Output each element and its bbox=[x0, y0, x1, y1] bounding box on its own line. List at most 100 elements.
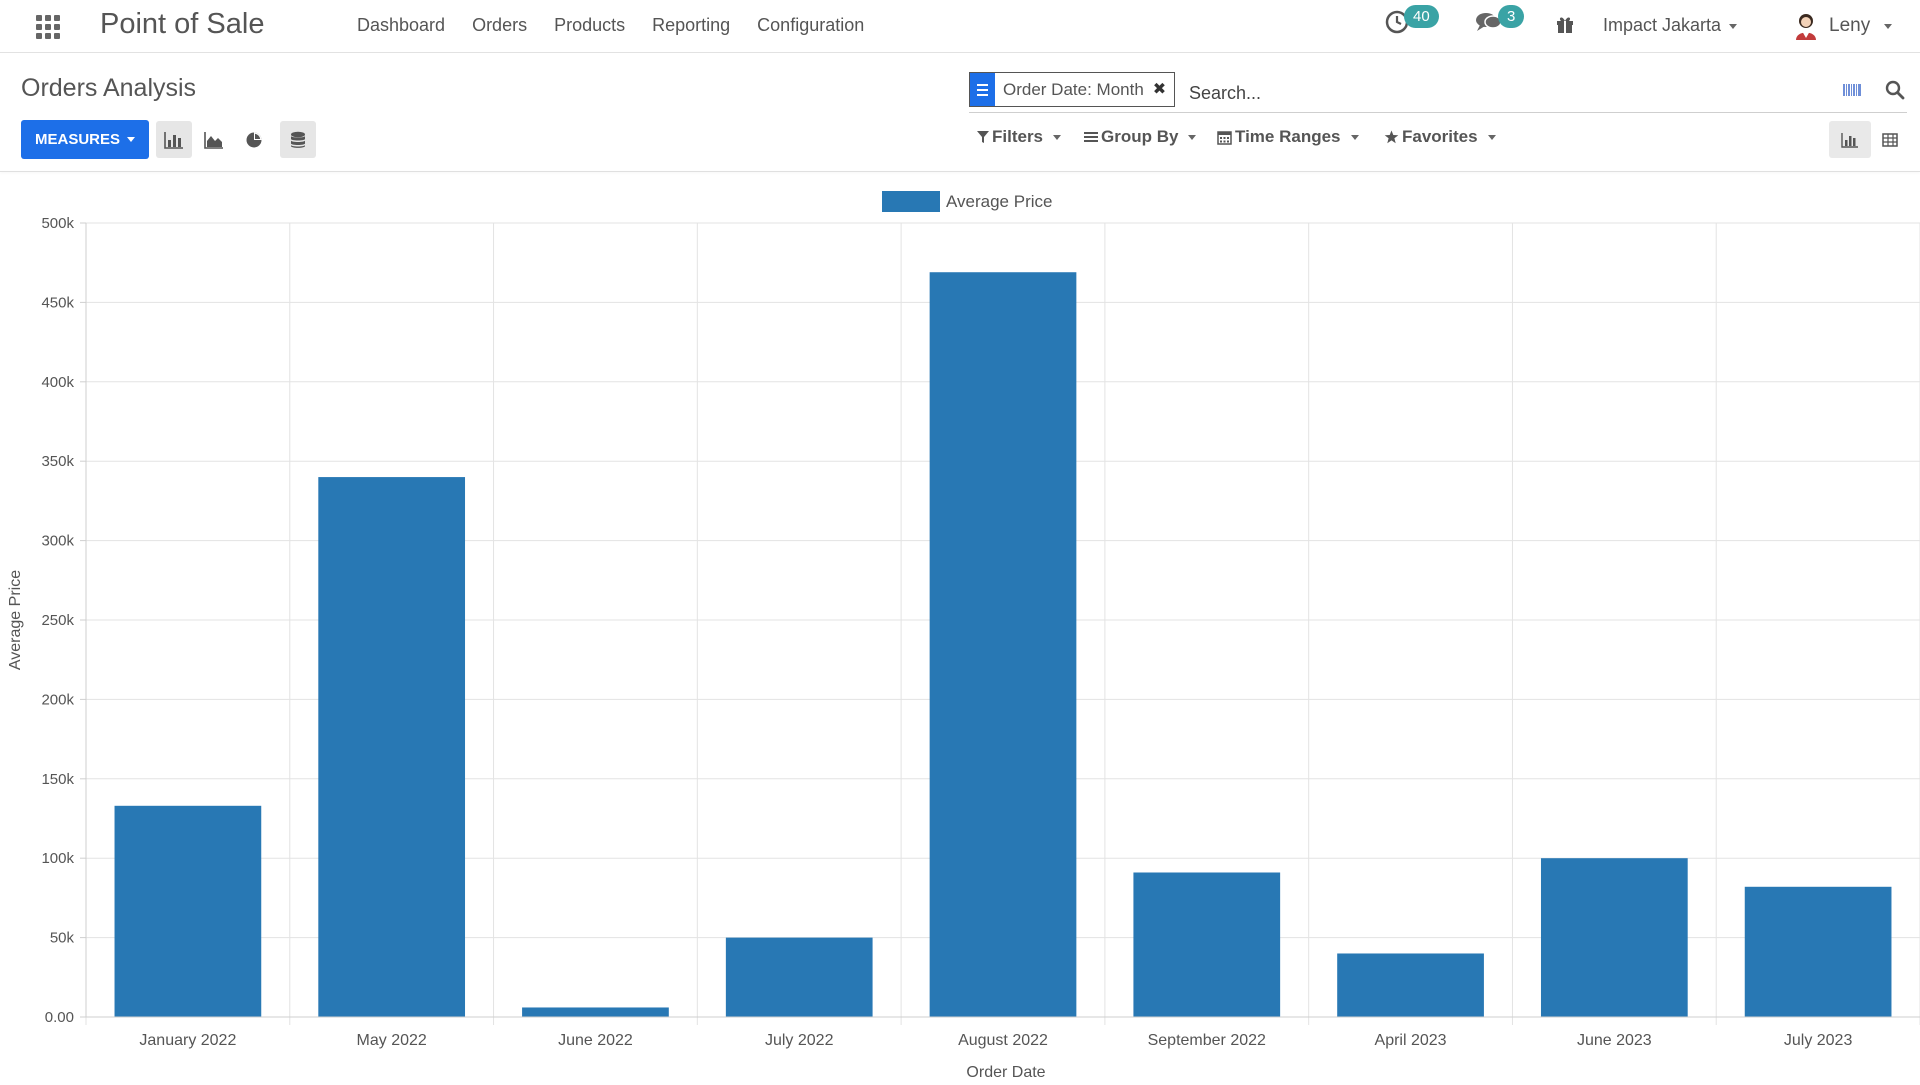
messaging-menu[interactable]: 3 bbox=[1474, 4, 1530, 34]
pie-chart-icon bbox=[246, 132, 262, 147]
main-menu: Dashboard Orders Products Reporting Conf… bbox=[357, 15, 864, 36]
bar-may-2022 bbox=[318, 477, 466, 1018]
company-name: Impact Jakarta bbox=[1603, 15, 1722, 35]
search-input[interactable] bbox=[1189, 79, 1789, 107]
y-axis-title: Average Price bbox=[7, 570, 24, 670]
search-bar: Order Date: Month ✖ bbox=[969, 72, 1907, 113]
page-title: Orders Analysis bbox=[21, 74, 197, 102]
bar-april-2023 bbox=[1337, 953, 1484, 1017]
bar-july-2022 bbox=[725, 937, 873, 1017]
timeranges-label: Time Ranges bbox=[1235, 127, 1341, 146]
x-tick-label: May 2022 bbox=[357, 1032, 427, 1049]
y-tick-label: 50k bbox=[50, 930, 75, 947]
menu-item-products[interactable]: Products bbox=[554, 15, 626, 35]
activity-menu[interactable]: 40 bbox=[1384, 4, 1445, 34]
facet-value: Order Date: Month bbox=[1003, 80, 1144, 99]
gift-menu[interactable] bbox=[1555, 14, 1575, 34]
avatar bbox=[1796, 14, 1816, 40]
area-chart-icon bbox=[204, 131, 223, 149]
list-icon bbox=[1084, 132, 1098, 142]
user-menu[interactable]: Leny bbox=[1793, 12, 1893, 40]
chat-icon bbox=[1476, 13, 1502, 31]
table-icon bbox=[1882, 132, 1898, 147]
x-axis-title: Order Date bbox=[966, 1064, 1045, 1080]
bar-chart: 0.00 50k 100k 150k 200k 250k 300k 350k 400k 450k 5… bbox=[7, 191, 1920, 1081]
search-facet: Order Date: Month ✖ bbox=[969, 72, 1176, 107]
menu-item-orders[interactable]: Orders bbox=[472, 15, 528, 35]
x-tick-label: July 2023 bbox=[1784, 1032, 1853, 1049]
y-tick-label: 350k bbox=[41, 453, 74, 470]
user-name: Leny bbox=[1829, 15, 1871, 36]
bar-september-2022 bbox=[1133, 872, 1281, 1017]
chevron-down-icon bbox=[1053, 134, 1062, 140]
filter-icon bbox=[977, 131, 989, 143]
x-tick-label: August 2022 bbox=[958, 1032, 1048, 1049]
bar-june-2023 bbox=[1540, 858, 1688, 1017]
chart-bars bbox=[114, 272, 1892, 1018]
y-tick-label: 500k bbox=[41, 215, 74, 232]
graph-view-button[interactable] bbox=[1829, 121, 1871, 158]
star-icon bbox=[1384, 130, 1399, 144]
bar-july-2023 bbox=[1744, 886, 1892, 1017]
app-title: Point of Sale bbox=[100, 8, 265, 40]
y-tick-label: 300k bbox=[41, 533, 74, 550]
graph-view: 0.00 50k 100k 150k 200k 250k 300k 350k 400k 450k 5… bbox=[0, 178, 1920, 1081]
menu-item-configuration[interactable]: Configuration bbox=[757, 15, 865, 35]
y-tick-label: 250k bbox=[41, 612, 74, 629]
chevron-down-icon bbox=[1729, 23, 1738, 29]
barcode-icon[interactable] bbox=[1842, 82, 1862, 98]
y-tick-label: 200k bbox=[41, 691, 74, 708]
calendar-icon bbox=[1217, 130, 1232, 145]
groupby-dropdown[interactable]: Group By bbox=[1084, 127, 1197, 147]
pie-chart-mode-button[interactable] bbox=[236, 121, 272, 158]
menu-item-reporting[interactable]: Reporting bbox=[652, 15, 731, 35]
menu-item-dashboard[interactable]: Dashboard bbox=[357, 15, 446, 35]
chart-legend[interactable]: Average Price bbox=[882, 191, 1052, 212]
gift-icon bbox=[1557, 17, 1573, 33]
groupby-label: Group By bbox=[1101, 127, 1179, 146]
x-tick-label: September 2022 bbox=[1148, 1032, 1266, 1049]
y-tick-label: 100k bbox=[41, 850, 74, 867]
legend-label: Average Price bbox=[946, 192, 1052, 211]
x-tick-label: July 2022 bbox=[765, 1032, 834, 1049]
bar-january-2022 bbox=[114, 805, 262, 1017]
favorites-label: Favorites bbox=[1402, 127, 1478, 146]
y-tick-label: 150k bbox=[41, 771, 74, 788]
app-menu-icon[interactable] bbox=[36, 15, 62, 39]
measures-label: MEASURES bbox=[34, 131, 120, 148]
message-count-badge: 3 bbox=[1498, 4, 1525, 28]
legend-swatch bbox=[882, 191, 940, 212]
filters-label: Filters bbox=[992, 127, 1044, 146]
x-tick-label: June 2023 bbox=[1577, 1032, 1652, 1049]
favorites-dropdown[interactable]: Favorites bbox=[1384, 127, 1496, 147]
y-tick-label: 0.00 bbox=[45, 1009, 74, 1026]
chevron-down-icon bbox=[127, 137, 135, 142]
x-tick-label: January 2022 bbox=[139, 1032, 236, 1049]
bar-chart-icon bbox=[1841, 132, 1858, 148]
search-icon[interactable] bbox=[1885, 80, 1905, 100]
chevron-down-icon bbox=[1884, 23, 1893, 29]
pivot-view-button[interactable] bbox=[1869, 121, 1911, 158]
activity-count-badge: 40 bbox=[1404, 4, 1439, 28]
top-navbar: Point of Sale Dashboard Orders Products … bbox=[0, 0, 1920, 53]
chevron-down-icon bbox=[1188, 134, 1197, 140]
measures-button[interactable]: MEASURES bbox=[21, 120, 149, 159]
bar-august-2022 bbox=[929, 272, 1077, 1017]
close-icon[interactable]: ✖ bbox=[1152, 81, 1167, 98]
company-switcher[interactable]: Impact Jakarta bbox=[1603, 15, 1738, 36]
bar-chart-icon bbox=[164, 131, 183, 149]
x-tick-label: April 2023 bbox=[1375, 1032, 1447, 1049]
filters-dropdown[interactable]: Filters bbox=[977, 127, 1062, 147]
y-tick-label: 400k bbox=[41, 374, 74, 391]
y-tick-label: 450k bbox=[41, 294, 74, 311]
stacked-toggle-button[interactable] bbox=[280, 121, 316, 158]
chevron-down-icon bbox=[1487, 134, 1496, 140]
bar-chart-mode-button[interactable] bbox=[156, 121, 192, 158]
x-tick-label: June 2022 bbox=[558, 1032, 633, 1049]
database-icon bbox=[291, 131, 305, 148]
chevron-down-icon bbox=[1350, 134, 1359, 140]
groupby-facet-icon bbox=[970, 73, 995, 106]
bar-june-2022 bbox=[522, 1007, 669, 1017]
line-chart-mode-button[interactable] bbox=[196, 121, 232, 158]
timeranges-dropdown[interactable]: Time Ranges bbox=[1217, 127, 1359, 147]
